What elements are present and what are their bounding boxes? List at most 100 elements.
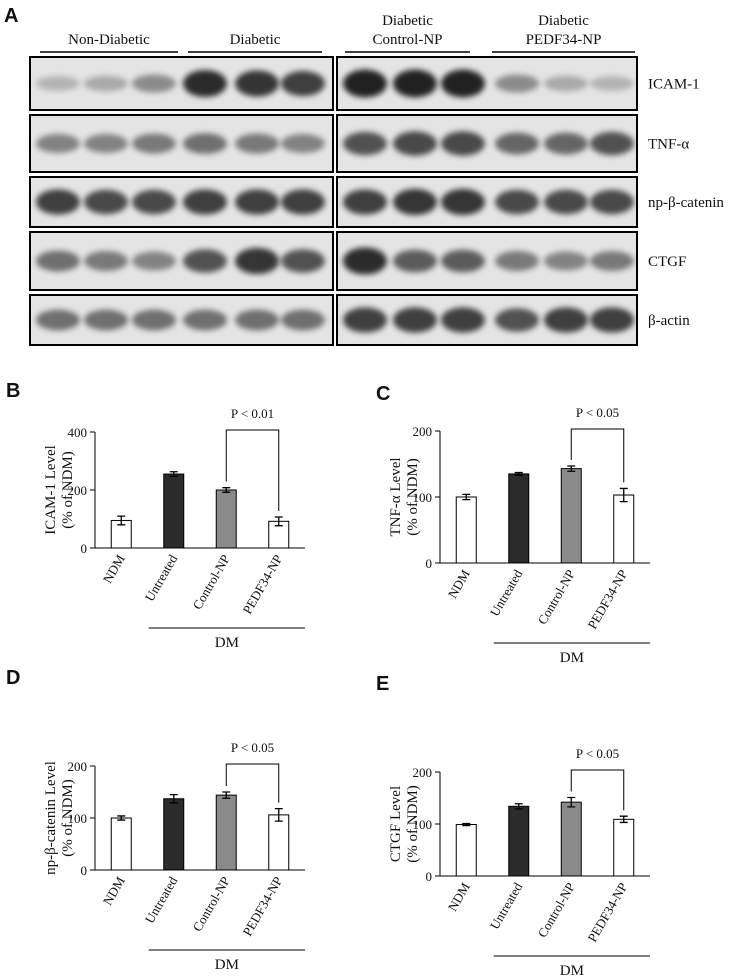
x-tick-label: Control-NP xyxy=(190,874,233,934)
error-bar xyxy=(222,791,231,799)
error-bar xyxy=(274,807,283,822)
band xyxy=(235,133,279,154)
bar xyxy=(455,496,477,564)
error-bar xyxy=(514,803,523,810)
band xyxy=(36,309,80,331)
x-tick-label: Untreated xyxy=(487,567,526,619)
error-bar xyxy=(462,493,471,501)
band xyxy=(343,247,387,275)
group-label: Non-Diabetic xyxy=(68,32,150,48)
group-label: Diabetic xyxy=(382,13,433,29)
significance-bracket xyxy=(570,769,625,811)
y-tick-label: 0 xyxy=(81,863,88,878)
band xyxy=(132,309,176,331)
y-tick-label: 200 xyxy=(413,424,433,439)
band xyxy=(235,309,279,331)
band xyxy=(343,189,387,215)
band xyxy=(235,70,279,97)
group-label: Diabetic xyxy=(538,13,589,29)
y-axis-label: (% of NDM) xyxy=(405,785,421,862)
bar xyxy=(110,817,132,871)
band xyxy=(393,188,437,216)
y-tick-label: 100 xyxy=(413,817,433,832)
band xyxy=(281,249,325,273)
bar xyxy=(163,473,185,549)
error-bar xyxy=(169,793,178,804)
band xyxy=(281,70,325,97)
error-bar xyxy=(222,487,231,493)
band xyxy=(84,134,128,153)
band xyxy=(84,189,128,215)
band xyxy=(441,188,485,216)
band xyxy=(84,309,128,331)
y-tick-label: 0 xyxy=(426,869,433,884)
band xyxy=(343,69,387,98)
band xyxy=(343,131,387,156)
band xyxy=(132,189,176,215)
band xyxy=(393,131,437,156)
group-label: Diabetic xyxy=(230,32,281,48)
y-tick-label: 100 xyxy=(413,490,433,505)
error-bar xyxy=(567,796,576,808)
band xyxy=(544,189,588,215)
bar xyxy=(560,801,582,877)
band xyxy=(183,69,227,98)
band xyxy=(36,134,80,153)
y-axis-label: CTGF Level xyxy=(388,786,404,862)
x-tick-label: Control-NP xyxy=(535,567,578,627)
panel-label: D xyxy=(6,667,20,689)
error-bar xyxy=(117,815,126,821)
bar xyxy=(508,805,530,877)
band xyxy=(590,131,634,156)
bar xyxy=(455,824,477,877)
y-tick-label: 0 xyxy=(426,556,433,571)
band xyxy=(544,307,588,333)
band xyxy=(590,307,634,333)
y-tick-label: 200 xyxy=(68,759,88,774)
error-bar xyxy=(619,815,628,824)
panel-label: E xyxy=(376,673,389,695)
error-bar xyxy=(514,471,523,476)
band xyxy=(183,309,227,331)
error-bar xyxy=(462,822,471,827)
x-tick-label: NDM xyxy=(445,567,473,601)
bar xyxy=(613,818,635,877)
band xyxy=(441,131,485,156)
significance-label: P < 0.05 xyxy=(231,740,274,755)
band xyxy=(36,189,80,215)
panel-label: C xyxy=(376,383,390,405)
x-tick-label: Untreated xyxy=(142,552,181,604)
band xyxy=(495,251,539,271)
band xyxy=(495,132,539,155)
x-tick-label: PEDF34-NP xyxy=(239,552,285,616)
bar xyxy=(560,468,582,564)
band xyxy=(590,76,634,91)
x-tick-label: NDM xyxy=(100,874,128,908)
row-label: TNF-α xyxy=(648,137,689,153)
x-tick-label: Control-NP xyxy=(535,880,578,940)
band xyxy=(281,309,325,331)
band xyxy=(495,308,539,332)
significance-bracket xyxy=(225,763,280,803)
error-bar xyxy=(117,515,126,526)
y-tick-label: 100 xyxy=(68,811,88,826)
band xyxy=(544,251,588,271)
band xyxy=(441,69,485,98)
band xyxy=(544,132,588,155)
significance-bracket xyxy=(225,429,280,511)
band xyxy=(544,75,588,92)
band xyxy=(343,307,387,333)
band xyxy=(495,189,539,215)
y-axis-label: TNF-α Level xyxy=(388,457,404,536)
band xyxy=(393,307,437,333)
error-bar xyxy=(169,471,178,478)
band xyxy=(590,189,634,215)
row-label: ICAM-1 xyxy=(648,77,700,93)
band xyxy=(132,251,176,271)
group-label: DM xyxy=(560,650,584,666)
group-label: Control-NP xyxy=(372,32,442,48)
band xyxy=(36,76,80,91)
significance-label: P < 0.05 xyxy=(576,746,619,761)
y-axis-label: (% of NDM) xyxy=(405,458,421,535)
band xyxy=(183,133,227,154)
